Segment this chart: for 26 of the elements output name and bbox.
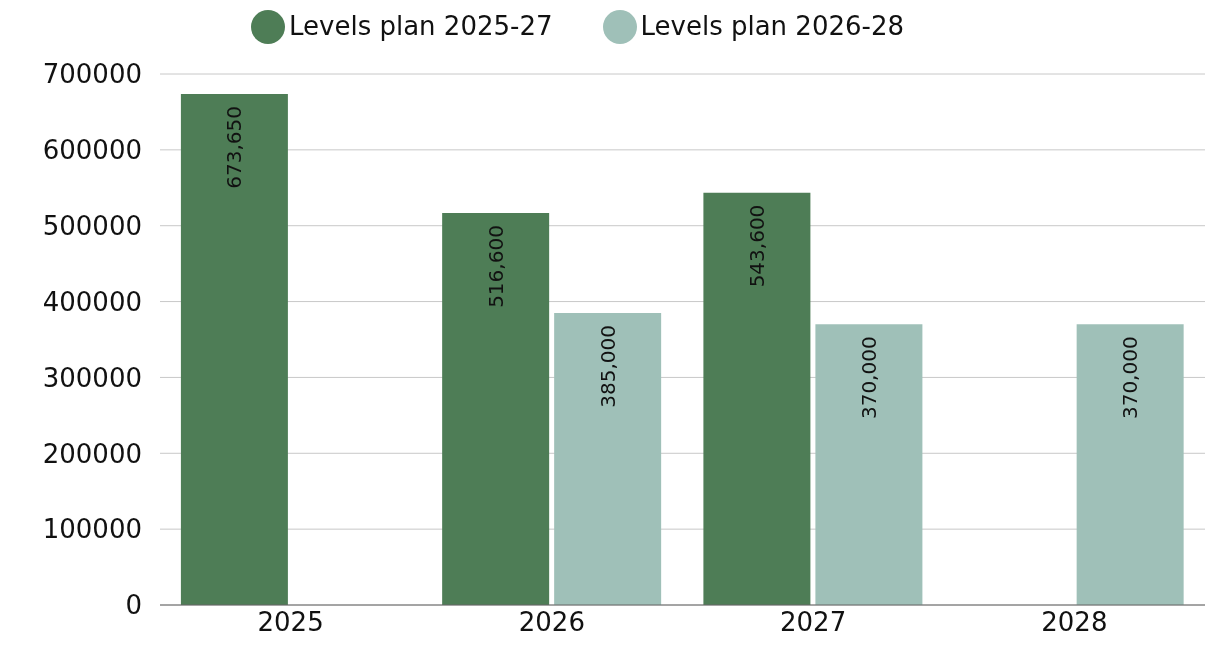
- bar: [442, 213, 550, 605]
- bar: [554, 312, 662, 605]
- x-tick-label: 2025: [257, 607, 324, 638]
- bar: [1076, 324, 1184, 605]
- y-tick-label: 100000: [42, 514, 142, 545]
- data-label: 370,000: [856, 336, 881, 420]
- y-tick-label: 500000: [42, 210, 142, 241]
- bar: [815, 324, 923, 605]
- data-label: 543,600: [744, 204, 769, 288]
- y-tick-label: 200000: [42, 438, 142, 469]
- legend-label: Levels plan 2026-28: [640, 10, 904, 41]
- data-label: 370,000: [1118, 336, 1143, 420]
- y-tick-label: 300000: [42, 362, 142, 393]
- x-tick-label: 2028: [1041, 607, 1108, 638]
- bar: [703, 192, 811, 605]
- bar: [180, 93, 288, 605]
- data-label: 516,600: [483, 225, 508, 308]
- x-tick-label: 2026: [518, 607, 585, 638]
- y-tick-label: 600000: [42, 135, 142, 166]
- data-label: 673,650: [222, 105, 247, 189]
- y-tick-label: 0: [125, 590, 142, 621]
- y-tick-label: 700000: [42, 59, 142, 90]
- legend-label: Levels plan 2025-27: [289, 10, 553, 41]
- x-tick-label: 2027: [780, 607, 847, 638]
- data-label: 385,000: [595, 324, 620, 408]
- y-tick-label: 400000: [42, 286, 142, 317]
